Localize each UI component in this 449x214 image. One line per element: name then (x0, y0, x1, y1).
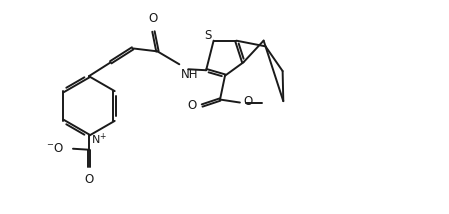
Text: $^{-}$O: $^{-}$O (46, 142, 64, 155)
Text: NH: NH (181, 68, 199, 81)
Text: O: O (84, 172, 93, 186)
Text: O: O (243, 95, 252, 108)
Text: N$^{+}$: N$^{+}$ (91, 132, 107, 147)
Text: O: O (149, 12, 158, 25)
Text: O: O (187, 99, 196, 112)
Text: S: S (204, 29, 211, 42)
